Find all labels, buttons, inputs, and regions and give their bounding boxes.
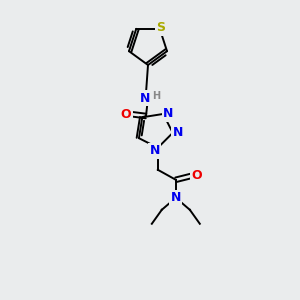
Text: S: S xyxy=(156,21,165,34)
Text: N: N xyxy=(172,126,183,139)
Text: H: H xyxy=(152,91,160,101)
Text: O: O xyxy=(121,107,131,121)
Text: N: N xyxy=(150,144,160,157)
Text: O: O xyxy=(191,169,202,182)
Text: N: N xyxy=(163,107,173,121)
Text: N: N xyxy=(140,92,150,104)
Text: N: N xyxy=(171,191,181,204)
